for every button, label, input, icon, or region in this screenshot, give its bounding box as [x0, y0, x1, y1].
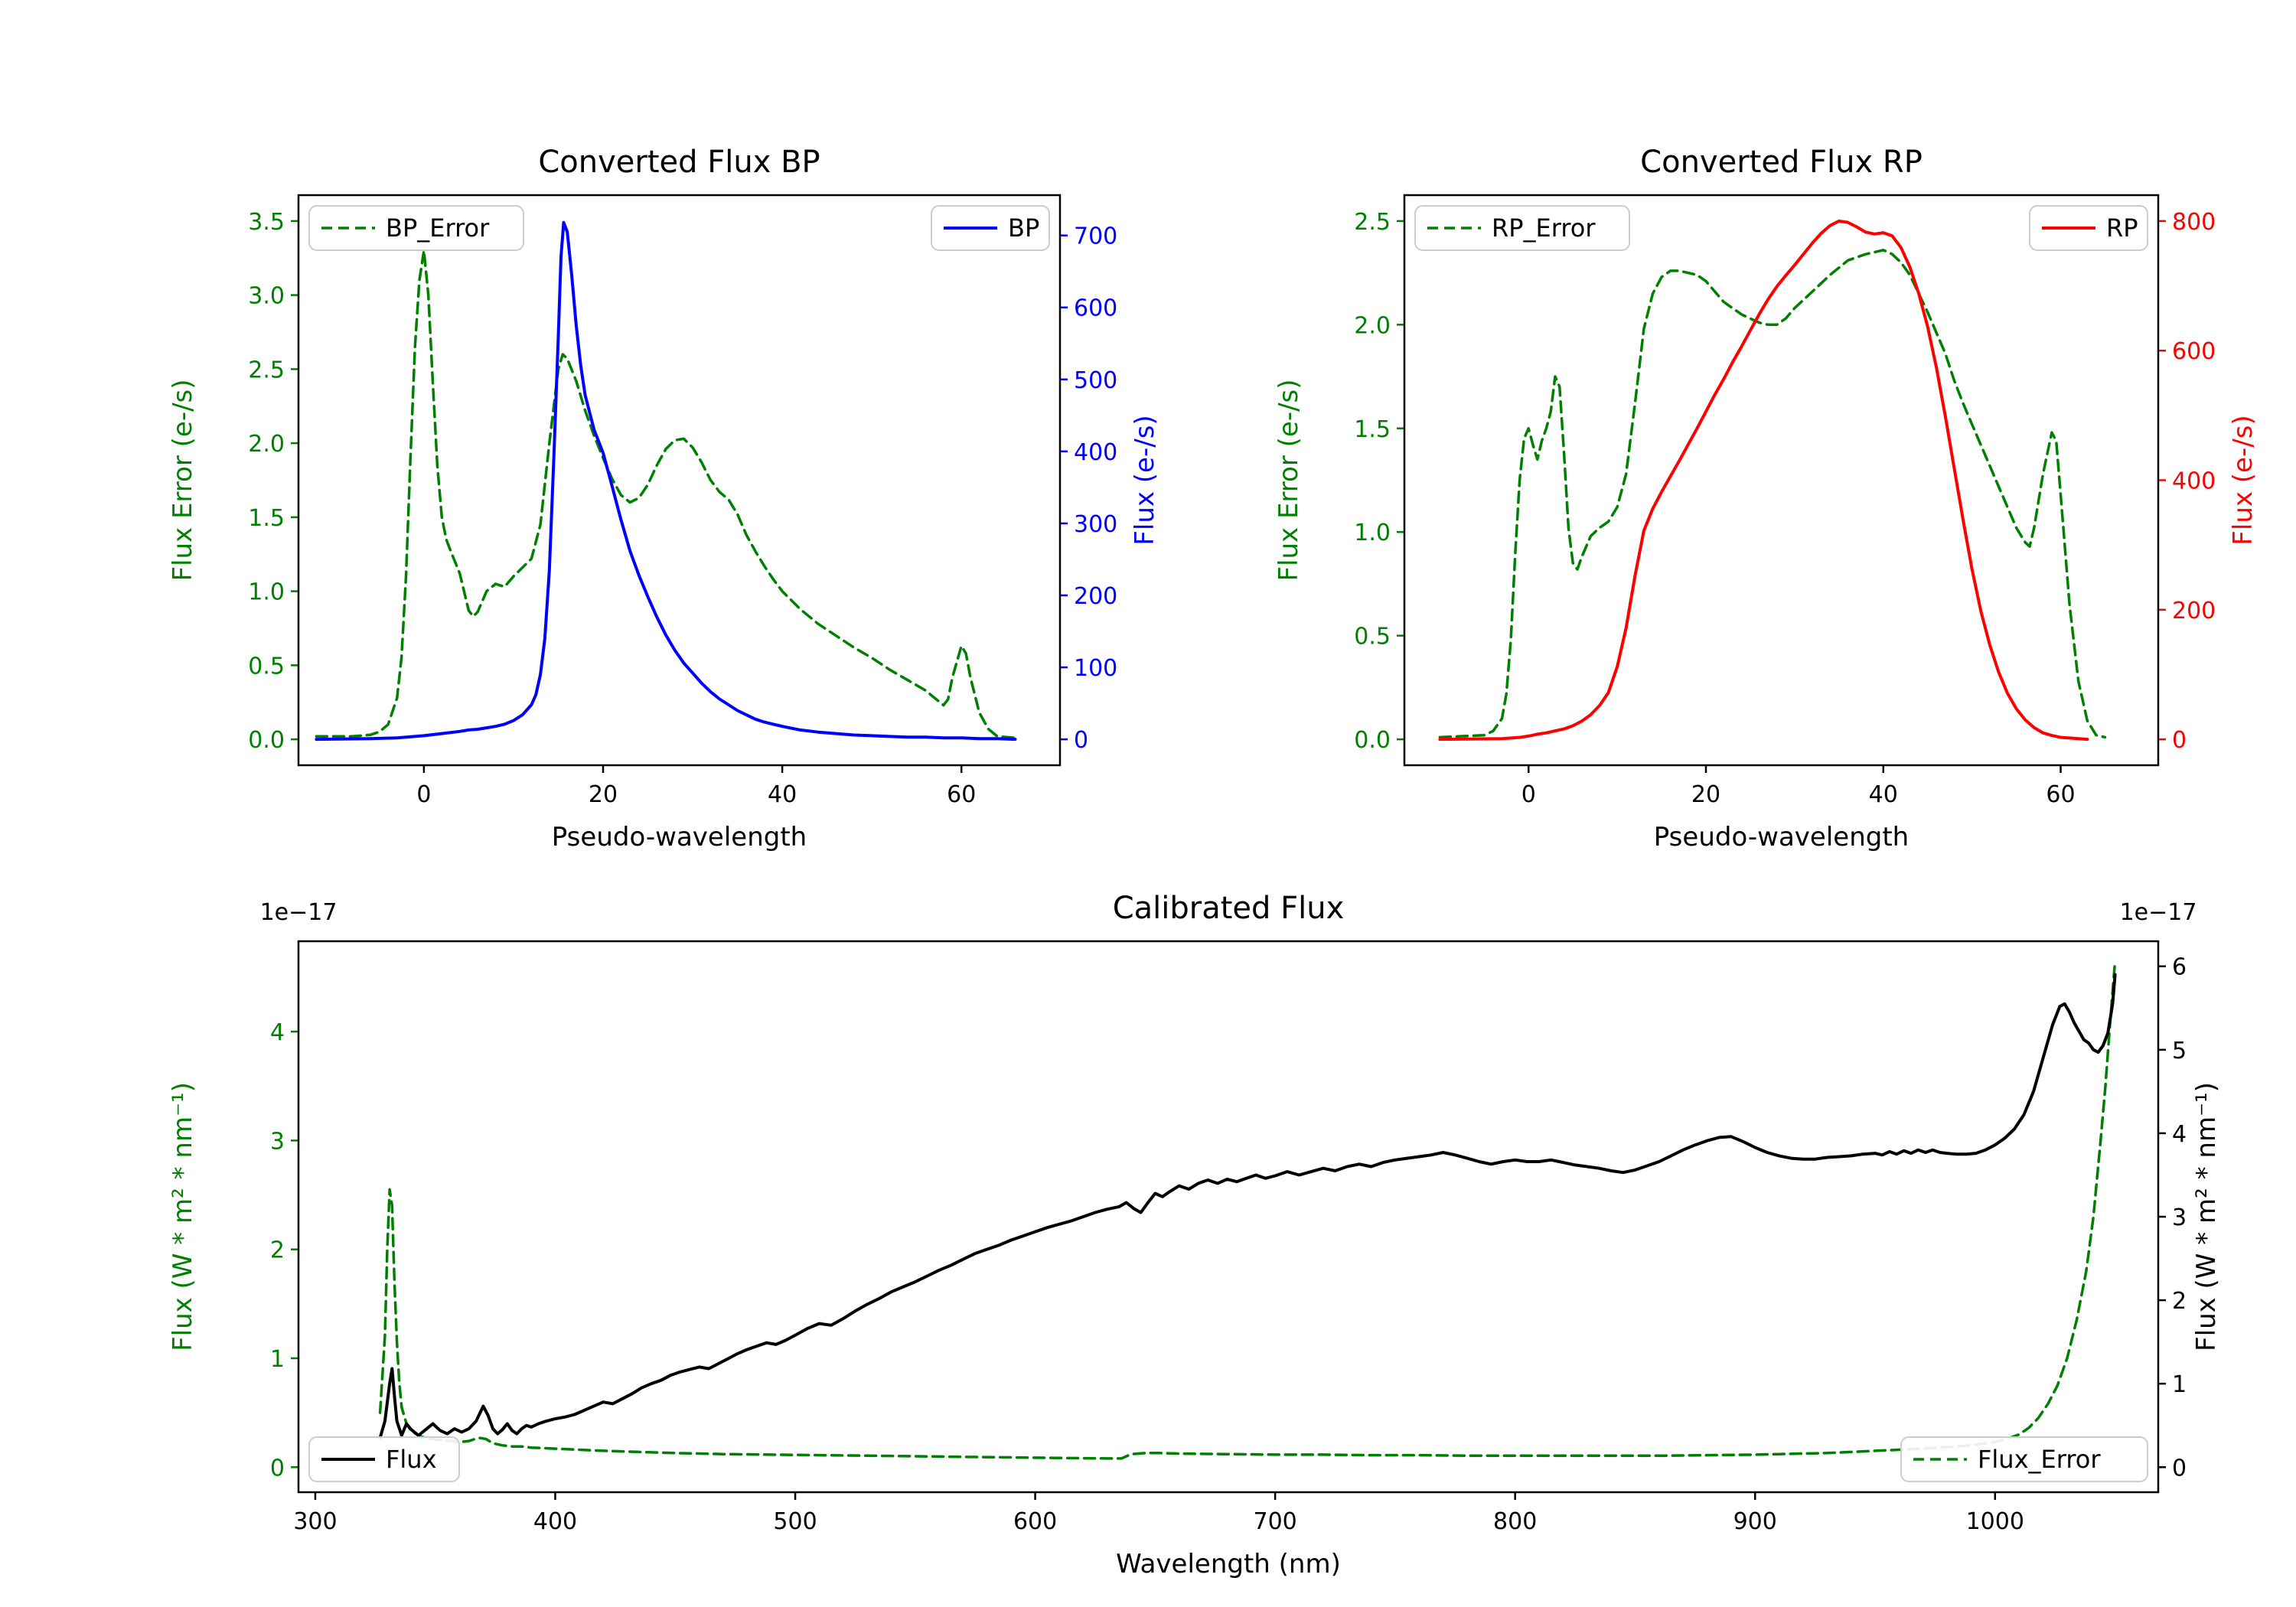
- right-y-tick-label: 300: [1074, 511, 1117, 538]
- left-y-tick-label: 2.5: [1354, 209, 1391, 236]
- x-tick-label: 60: [947, 781, 976, 808]
- left-y-axis-label: Flux Error (e-/s): [168, 379, 198, 581]
- series-line-bp: [315, 220, 1017, 742]
- right-y-tick-label: 200: [1074, 583, 1117, 610]
- left-y-tick-label: 2.0: [248, 431, 285, 458]
- left-y-axis-label: Flux Error (e-/s): [1274, 379, 1304, 581]
- x-tick-label: 300: [293, 1508, 337, 1535]
- left-y-tick-label: 0.5: [248, 653, 285, 680]
- x-tick-label: 800: [1493, 1508, 1537, 1535]
- x-tick-label: 500: [773, 1508, 817, 1535]
- x-tick-label: 900: [1733, 1508, 1777, 1535]
- x-tick-label: 0: [416, 781, 431, 808]
- left-y-tick-label: 2.5: [248, 357, 285, 383]
- x-tick-label: 0: [1521, 781, 1536, 808]
- x-axis-label: Wavelength (nm): [1116, 1549, 1341, 1579]
- series-line-flux_error: [378, 959, 2117, 1460]
- x-tick-label: 700: [1254, 1508, 1297, 1535]
- plot-border: [297, 194, 1062, 767]
- left-y-tick-label: 3: [270, 1128, 285, 1155]
- left-y-tick-label: 1.0: [1354, 520, 1391, 546]
- legend-label: RP_Error: [1492, 214, 1596, 243]
- left-y-tick-label: 0.5: [1354, 624, 1391, 650]
- x-axis-label: Pseudo-wavelength: [552, 822, 807, 852]
- x-tick-label: 400: [533, 1508, 577, 1535]
- left-y-tick-label: 4: [270, 1019, 285, 1046]
- right-y-tick-label: 0: [2172, 727, 2187, 754]
- right-y-tick-label: 400: [1074, 439, 1117, 466]
- left-y-tick-label: 1.5: [1354, 416, 1391, 443]
- right-y-tick-label: 6: [2172, 954, 2187, 981]
- right-y-tick-label: 0: [1074, 727, 1088, 754]
- right-y-tick-label: 100: [1074, 655, 1117, 682]
- x-tick-label: 20: [1691, 781, 1720, 808]
- left-y-tick-label: 3.5: [248, 209, 285, 236]
- x-axis-label: Pseudo-wavelength: [1654, 822, 1909, 852]
- right-y-tick-label: 600: [1074, 295, 1117, 322]
- legend-label: Flux: [386, 1445, 437, 1474]
- legend-box-rp_error: [1414, 205, 1630, 251]
- right-y-axis-label: Flux (e-/s): [1130, 415, 1160, 545]
- left-y-tick-label: 3.0: [248, 283, 285, 310]
- chart-title: Converted Flux RP: [1640, 145, 1923, 180]
- right-y-tick-label: 600: [2172, 338, 2216, 365]
- legend-label: RP: [2106, 214, 2138, 243]
- series-line-rp_error: [1438, 249, 2107, 739]
- left-y-tick-label: 0.0: [1354, 727, 1391, 754]
- legend-label: Flux_Error: [1978, 1445, 2101, 1474]
- left-y-axis-label: Flux (W * m² * nm⁻¹): [168, 1082, 198, 1351]
- left-y-tick-label: 0.0: [248, 727, 285, 754]
- left-y-tick-label: 0: [270, 1455, 285, 1482]
- left-y-tick-label: 1.5: [248, 505, 285, 532]
- x-tick-label: 60: [2046, 781, 2075, 808]
- legend-box-flux: [308, 1436, 460, 1482]
- legend-label: BP: [1008, 214, 1039, 243]
- left-y-tick-label: 1: [270, 1346, 285, 1373]
- legend-box-bp_error: [308, 205, 524, 251]
- left-axis-offset-text: 1e−17: [260, 899, 338, 926]
- left-y-tick-label: 1.0: [248, 579, 285, 606]
- right-y-tick-label: 400: [2172, 468, 2216, 495]
- right-y-tick-label: 4: [2172, 1121, 2187, 1148]
- chart-title: Converted Flux BP: [538, 145, 820, 180]
- right-y-tick-label: 700: [1074, 223, 1117, 250]
- x-tick-label: 40: [1869, 781, 1898, 808]
- x-tick-label: 600: [1013, 1508, 1057, 1535]
- right-y-tick-label: 200: [2172, 598, 2216, 624]
- plot-border: [1403, 194, 2160, 767]
- right-y-tick-label: 800: [2172, 209, 2216, 236]
- chart-title: Calibrated Flux: [1113, 891, 1345, 926]
- left-y-tick-label: 2.0: [1354, 312, 1391, 339]
- right-y-axis-label: Flux (e-/s): [2228, 415, 2258, 545]
- right-y-tick-label: 0: [2172, 1455, 2187, 1482]
- right-y-tick-label: 500: [1074, 367, 1117, 394]
- x-tick-label: 20: [589, 781, 618, 808]
- right-y-tick-label: 1: [2172, 1371, 2187, 1398]
- series-line-bp_error: [315, 249, 1017, 739]
- series-line-rp: [1438, 219, 2089, 742]
- right-y-tick-label: 5: [2172, 1038, 2187, 1064]
- plot-border: [297, 940, 2160, 1494]
- left-y-tick-label: 2: [270, 1237, 285, 1264]
- x-tick-label: 40: [768, 781, 797, 808]
- chart-converted-flux-bp: Converted Flux BP 0 20 40 60 Pseudo-wavelengt…: [168, 145, 1160, 852]
- right-y-tick-label: 3: [2172, 1204, 2187, 1231]
- chart-converted-flux-rp: Converted Flux RP 0 20 40 60 Pseudo-wavelengt…: [1274, 145, 2258, 852]
- legend-box-flux_error: [1900, 1436, 2148, 1482]
- legend-label: BP_Error: [386, 214, 490, 243]
- series-line-flux: [378, 973, 2117, 1440]
- x-tick-label: 1000: [1966, 1508, 2024, 1535]
- right-y-tick-label: 2: [2172, 1288, 2187, 1315]
- right-y-axis-label: Flux (W * m² * nm⁻¹): [2191, 1082, 2222, 1351]
- right-axis-offset-text: 1e−17: [2120, 899, 2197, 926]
